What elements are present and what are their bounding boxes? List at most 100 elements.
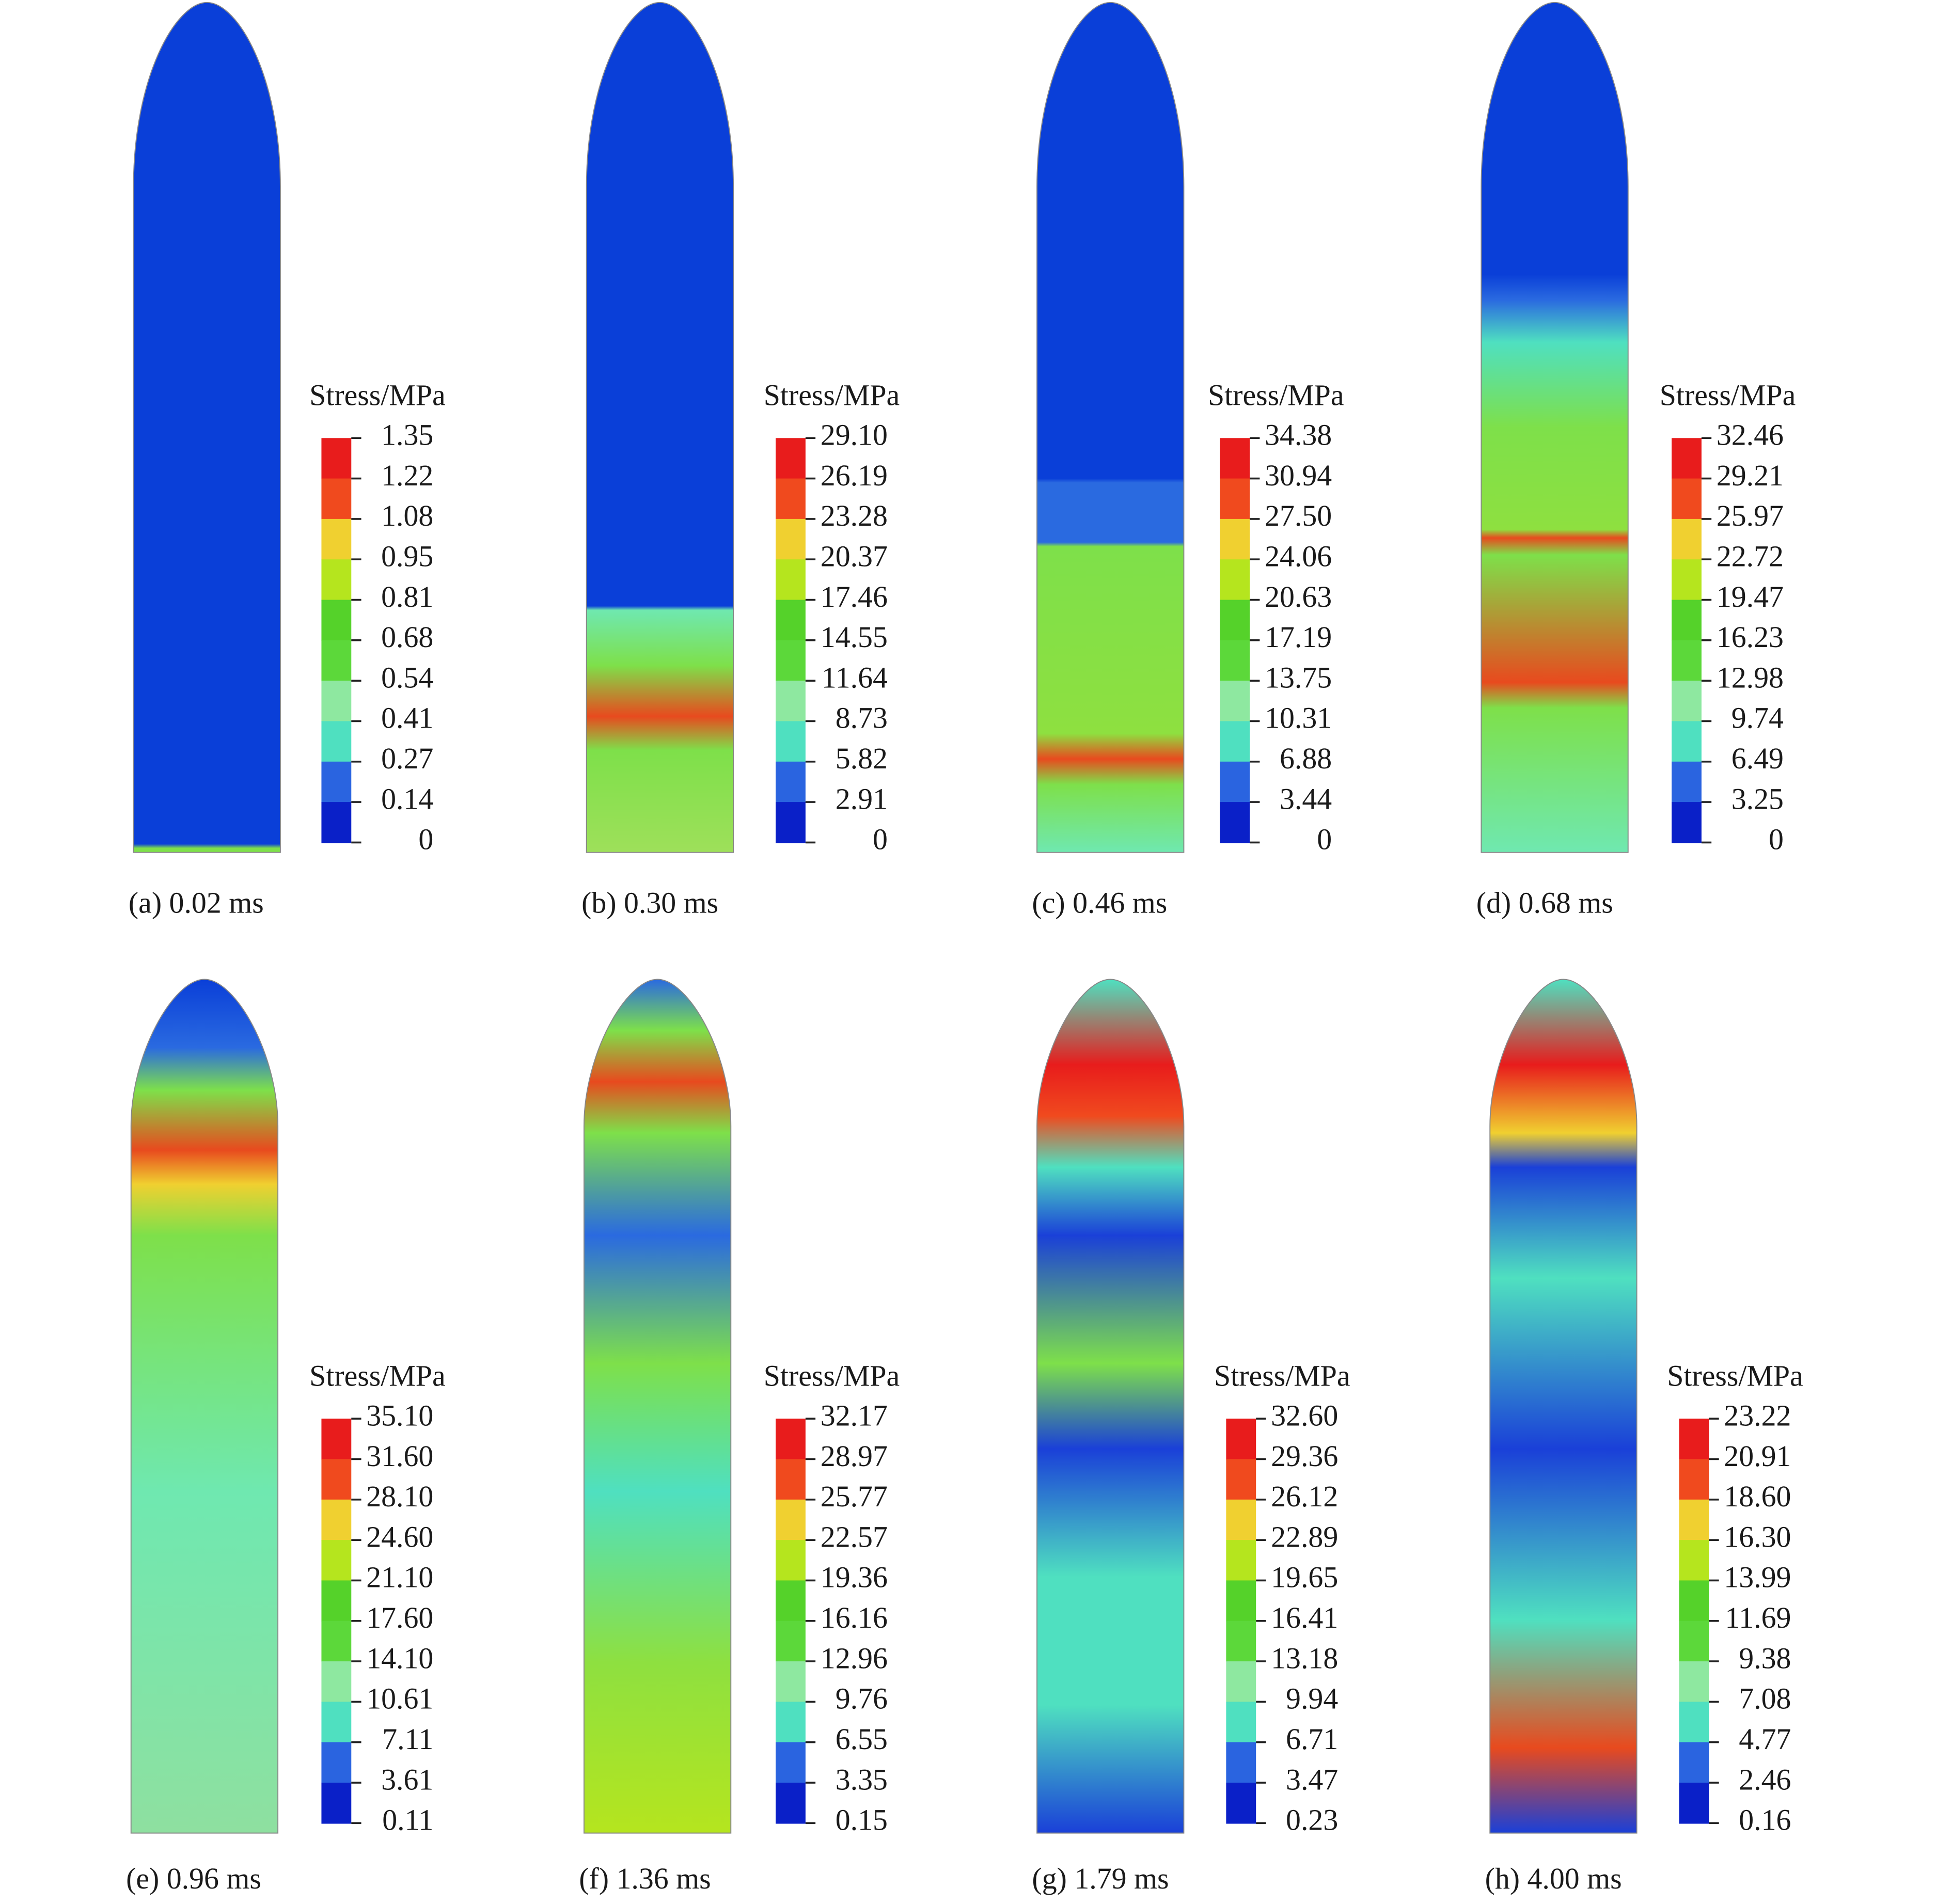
colorbar-label: 22.89 bbox=[1271, 1520, 1338, 1553]
caption: (g) 1.79 ms bbox=[1032, 1862, 1169, 1895]
colorbar-label: 6.49 bbox=[1731, 742, 1784, 775]
colorbar-label: 24.06 bbox=[1265, 539, 1332, 573]
colorbar-label: 13.75 bbox=[1265, 660, 1332, 694]
colorbar-band bbox=[1220, 681, 1250, 722]
colorbar-label: 23.28 bbox=[821, 499, 888, 532]
colorbar-band bbox=[1226, 1702, 1256, 1743]
caption: (b) 0.30 ms bbox=[581, 886, 718, 920]
colorbar-band bbox=[321, 1702, 352, 1743]
colorbar-band bbox=[1672, 438, 1702, 479]
colorbar-label: 19.36 bbox=[821, 1561, 888, 1594]
colorbar-label: 17.60 bbox=[366, 1601, 433, 1634]
colorbar-band bbox=[1220, 600, 1250, 641]
colorbar-label: 1.35 bbox=[381, 418, 433, 452]
colorbar-label: 32.17 bbox=[821, 1398, 888, 1432]
caption: (a) 0.02 ms bbox=[129, 886, 264, 920]
colorbar-band bbox=[776, 721, 806, 763]
colorbar-label: 26.19 bbox=[821, 459, 888, 492]
stress-contour bbox=[1481, 2, 1629, 853]
colorbar-label: 16.41 bbox=[1271, 1601, 1338, 1634]
colorbar-label: 18.60 bbox=[1724, 1480, 1791, 1513]
colorbar-label: 12.98 bbox=[1717, 660, 1784, 694]
colorbar-band bbox=[1220, 640, 1250, 682]
colorbar-label: 0 bbox=[418, 823, 433, 856]
colorbar-label: 20.63 bbox=[1265, 580, 1332, 613]
colorbar-label: 3.61 bbox=[381, 1763, 433, 1796]
colorbar-label: 19.65 bbox=[1271, 1561, 1338, 1594]
stress-contour bbox=[586, 2, 734, 853]
colorbar-band bbox=[776, 761, 806, 803]
colorbar-label: 24.60 bbox=[366, 1520, 433, 1553]
colorbar-label: 27.50 bbox=[1265, 499, 1332, 532]
colorbar-band bbox=[1679, 1459, 1709, 1501]
legend-title: Stress/MPa bbox=[1208, 378, 1344, 412]
colorbar-band bbox=[321, 681, 352, 722]
colorbar-label: 0.54 bbox=[381, 660, 433, 694]
caption: (f) 1.36 ms bbox=[579, 1862, 711, 1895]
colorbar-label: 22.57 bbox=[821, 1520, 888, 1553]
colorbar-band bbox=[1226, 1419, 1256, 1460]
colorbar-label: 35.10 bbox=[366, 1398, 433, 1432]
colorbar-label: 19.47 bbox=[1717, 580, 1784, 613]
colorbar-band bbox=[1220, 721, 1250, 763]
colorbar-label: 2.46 bbox=[1739, 1763, 1791, 1796]
colorbar-band bbox=[321, 721, 352, 763]
colorbar-band bbox=[776, 681, 806, 722]
colorbar-label: 16.16 bbox=[821, 1601, 888, 1634]
colorbar-label: 2.91 bbox=[836, 782, 888, 815]
colorbar-band bbox=[321, 600, 352, 641]
colorbar-label: 22.72 bbox=[1717, 539, 1784, 573]
colorbar-label: 25.97 bbox=[1717, 499, 1784, 532]
colorbar-band bbox=[776, 1742, 806, 1784]
colorbar-label: 17.19 bbox=[1265, 620, 1332, 654]
colorbar-label: 11.69 bbox=[1725, 1601, 1791, 1634]
colorbar-band bbox=[776, 802, 806, 843]
stress-contour bbox=[1036, 979, 1185, 1834]
colorbar-label: 0.27 bbox=[381, 742, 433, 775]
colorbar-label: 9.74 bbox=[1731, 701, 1784, 735]
colorbar-band bbox=[776, 518, 806, 560]
colorbar-label: 0.81 bbox=[381, 580, 433, 613]
colorbar-label: 3.25 bbox=[1731, 782, 1784, 815]
colorbar-label: 16.23 bbox=[1717, 620, 1784, 654]
colorbar-band bbox=[776, 1620, 806, 1662]
colorbar-band bbox=[321, 1742, 352, 1784]
colorbar-label: 26.12 bbox=[1271, 1480, 1338, 1513]
colorbar-band bbox=[1679, 1783, 1709, 1824]
colorbar-band bbox=[1226, 1580, 1256, 1622]
colorbar-label: 0 bbox=[1317, 823, 1332, 856]
colorbar-band bbox=[1220, 438, 1250, 479]
colorbar-band bbox=[1679, 1702, 1709, 1743]
colorbar-label: 29.36 bbox=[1271, 1439, 1338, 1473]
legend-title: Stress/MPa bbox=[309, 1359, 445, 1392]
colorbar-label: 6.88 bbox=[1280, 742, 1332, 775]
colorbar-label: 31.60 bbox=[366, 1439, 433, 1473]
colorbar-band bbox=[1226, 1742, 1256, 1784]
colorbar-label: 0.14 bbox=[381, 782, 433, 815]
colorbar-band bbox=[321, 1540, 352, 1581]
colorbar-band bbox=[321, 478, 352, 520]
colorbar-band bbox=[776, 438, 806, 479]
colorbar-band bbox=[321, 640, 352, 682]
colorbar-label: 20.91 bbox=[1724, 1439, 1791, 1473]
colorbar-label: 9.38 bbox=[1739, 1641, 1791, 1675]
colorbar-label: 28.97 bbox=[821, 1439, 888, 1473]
caption: (d) 0.68 ms bbox=[1476, 886, 1613, 920]
stress-contour bbox=[1489, 979, 1638, 1834]
colorbar-label: 14.55 bbox=[821, 620, 888, 654]
colorbar-band bbox=[1679, 1661, 1709, 1703]
colorbar-label: 16.30 bbox=[1724, 1520, 1791, 1553]
stress-contour bbox=[133, 2, 281, 853]
legend-title: Stress/MPa bbox=[764, 1359, 900, 1392]
colorbar-band bbox=[776, 600, 806, 641]
colorbar-label: 14.10 bbox=[366, 1641, 433, 1675]
colorbar-band bbox=[1220, 559, 1250, 601]
colorbar-label: 6.71 bbox=[1286, 1722, 1338, 1756]
caption: (c) 0.46 ms bbox=[1032, 886, 1167, 920]
stress-contour bbox=[130, 979, 279, 1834]
colorbar-band bbox=[1672, 478, 1702, 520]
colorbar-label: 6.55 bbox=[836, 1722, 888, 1756]
colorbar-label: 4.77 bbox=[1739, 1722, 1791, 1756]
